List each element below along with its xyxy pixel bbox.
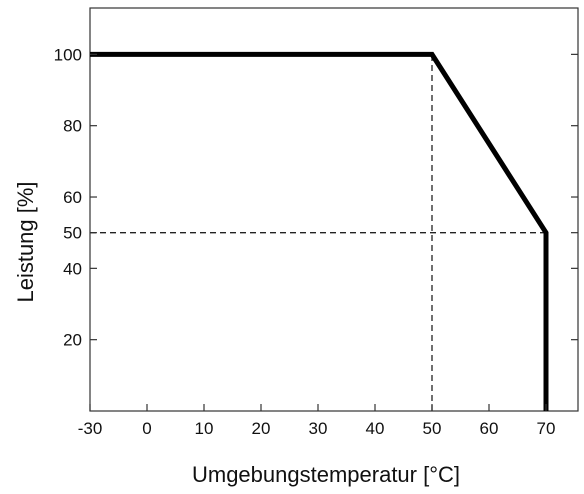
- x-tick-label: 70: [537, 419, 556, 438]
- x-tick-label: 50: [423, 419, 442, 438]
- tick-layer: -30 0 10 20 30 40 50 60 70 20 40 50 60 80 100: [54, 45, 578, 438]
- y-tick-label: 40: [63, 259, 82, 278]
- y-tick-label: 80: [63, 117, 82, 136]
- series-layer: [89, 51, 549, 412]
- x-tick-label: 60: [480, 419, 499, 438]
- x-axis-label: Umgebungstemperatur [°C]: [192, 462, 460, 487]
- plot-frame: [89, 7, 579, 412]
- x-tick-label: 20: [252, 419, 271, 438]
- x-tick-label: 0: [142, 419, 151, 438]
- x-tick-label: -30: [78, 419, 103, 438]
- y-tick-label: 100: [54, 45, 82, 64]
- y-tick-label: 20: [63, 331, 82, 350]
- series-line: [90, 51, 549, 411]
- x-tick-label: 10: [195, 419, 214, 438]
- reference-lines: [90, 54, 546, 411]
- x-tick-label: 30: [309, 419, 328, 438]
- y-axis-label: Leistung [%]: [13, 181, 38, 302]
- x-tick-label: 40: [366, 419, 385, 438]
- y-tick-label: 60: [63, 188, 82, 207]
- y-tick-label: 50: [63, 224, 82, 243]
